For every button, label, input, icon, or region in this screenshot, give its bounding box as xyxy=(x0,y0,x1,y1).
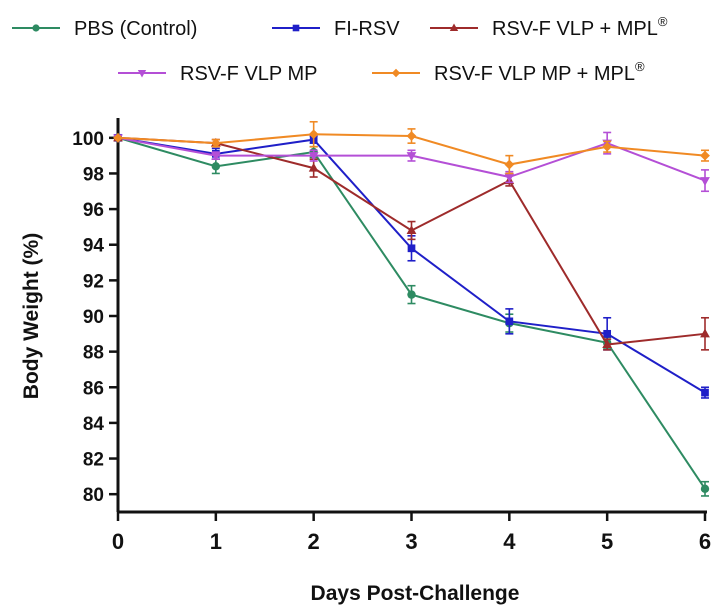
legend-marker xyxy=(292,24,300,32)
y-tick-label: 86 xyxy=(83,378,104,399)
x-tick-label: 2 xyxy=(308,529,320,554)
x-tick-label: 0 xyxy=(112,529,124,554)
data-point xyxy=(211,162,221,171)
legend-item-3: RSV-F VLP MP xyxy=(118,63,317,85)
data-point xyxy=(407,290,416,299)
series-4 xyxy=(113,120,710,175)
legend: PBS (Control) FI-RSV RSV-F VLP + MPL® RSV-F… xyxy=(12,14,668,85)
data-point xyxy=(700,484,710,494)
data-point xyxy=(113,132,123,143)
data-point xyxy=(210,138,221,149)
legend-item-2: RSV-F VLP + MPL® xyxy=(430,14,668,40)
y-tick-label: 88 xyxy=(83,343,104,364)
y-tick-label: 80 xyxy=(83,485,104,506)
data-point xyxy=(308,162,319,172)
x-tick-label: 6 xyxy=(699,529,711,554)
x-tick-label: 5 xyxy=(601,529,613,554)
legend-item-4: RSV-F VLP MP + MPL® xyxy=(372,59,645,85)
data-point xyxy=(406,152,417,161)
y-tick-label: 96 xyxy=(83,200,104,221)
legend-item-1: FI-RSV xyxy=(272,18,400,40)
series-1 xyxy=(114,133,709,399)
y-tick-label: 92 xyxy=(83,271,104,292)
registered-mark: ® xyxy=(635,59,645,74)
legend-marker xyxy=(449,23,459,31)
y-tick-label: 90 xyxy=(83,307,104,328)
y-tick-label: 100 xyxy=(72,129,104,150)
data-point xyxy=(504,159,515,170)
data-point xyxy=(406,131,417,141)
x-tick-label: 4 xyxy=(503,529,516,554)
data-point xyxy=(602,141,613,152)
y-tick-label: 98 xyxy=(83,164,104,185)
y-tick-label: 82 xyxy=(83,450,104,471)
legend-item-0: PBS (Control) xyxy=(12,18,197,40)
data-point xyxy=(308,129,319,140)
legend-label: RSV-F VLP MP xyxy=(180,63,317,85)
legend-marker xyxy=(32,24,40,32)
x-tick-label: 3 xyxy=(405,529,417,554)
data-point xyxy=(308,152,319,161)
data-point xyxy=(700,328,710,338)
data-point xyxy=(505,317,514,326)
x-axis-title: Days Post-Challenge xyxy=(311,582,520,605)
y-tick-label: 84 xyxy=(83,414,105,435)
data-point xyxy=(602,339,613,349)
data-point xyxy=(701,388,709,397)
series-line xyxy=(117,136,706,490)
legend-marker xyxy=(391,68,401,78)
plot-area xyxy=(113,120,710,497)
legend-label: RSV-F VLP + MPL® xyxy=(492,14,668,40)
series-0 xyxy=(113,133,710,497)
legend-label: RSV-F VLP MP + MPL® xyxy=(434,59,645,85)
chart-axes: 80 82 84 86 88 90 92 94 96 98 100 0 1 2 3 4 5 6 xyxy=(72,118,711,554)
data-point xyxy=(700,150,710,161)
data-point xyxy=(406,225,417,234)
series-line xyxy=(117,136,706,394)
x-tick-label: 1 xyxy=(210,529,222,554)
data-point xyxy=(603,329,612,338)
legend-marker xyxy=(137,70,147,78)
y-axis-title: Body Weight (%) xyxy=(20,233,43,399)
data-point xyxy=(210,152,221,161)
data-point xyxy=(700,177,710,186)
y-tick-label: 94 xyxy=(83,236,105,257)
data-point xyxy=(504,173,515,183)
legend-label: PBS (Control) xyxy=(74,18,197,40)
data-point xyxy=(407,244,416,253)
legend-label: FI-RSV xyxy=(334,18,400,40)
registered-mark: ® xyxy=(658,14,668,29)
